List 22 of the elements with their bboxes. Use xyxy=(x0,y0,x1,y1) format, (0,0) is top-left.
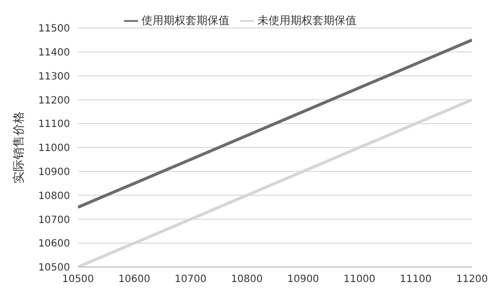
legend-label: 使用期权套期保值 xyxy=(142,14,230,27)
y-tick-label: 10900 xyxy=(38,166,70,178)
legend-label: 未使用期权套期保值 xyxy=(258,14,356,27)
y-tick-label: 10800 xyxy=(38,190,70,202)
x-tick-label: 10800 xyxy=(230,274,263,286)
x-tick-label: 10600 xyxy=(118,274,150,286)
y-tick-label: 11200 xyxy=(38,95,70,106)
x-tick-label: 11100 xyxy=(400,274,432,286)
y-tick-label: 11400 xyxy=(38,47,70,58)
x-tick-label: 10500 xyxy=(62,274,94,286)
x-tick-label: 10900 xyxy=(287,274,320,286)
y-tick-label: 11300 xyxy=(38,71,70,82)
x-tick-label: 10700 xyxy=(174,274,206,286)
y-tick-label: 10500 xyxy=(38,262,70,274)
x-tick-label: 11000 xyxy=(344,274,376,286)
y-tick-label: 11100 xyxy=(38,119,70,130)
y-tick-label: 11000 xyxy=(38,143,70,154)
y-axis-title: 实际销售价格 xyxy=(11,112,26,184)
y-tick-label: 10700 xyxy=(38,214,70,226)
y-tick-label: 10600 xyxy=(38,238,70,250)
y-tick-label: 11500 xyxy=(38,24,70,35)
x-tick-label: 11200 xyxy=(456,274,488,286)
